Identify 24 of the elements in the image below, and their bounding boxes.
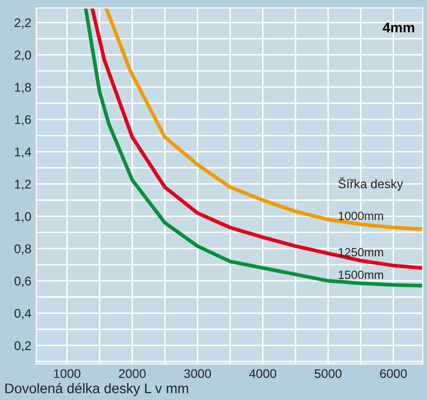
x-tick-label: 4000: [249, 369, 276, 378]
y-tick-label: 0,6: [14, 276, 31, 287]
x-tick-label: 5000: [314, 369, 342, 378]
y-tick-label: 1,0: [15, 212, 31, 222]
x-axis-title: Dovolená délka desky L v mm: [5, 382, 188, 396]
y-tick-label: 1,4: [15, 148, 32, 158]
y-tick-label: 2,0: [14, 50, 31, 61]
x-tick-label: 6000: [380, 369, 407, 378]
series-label: 1500mm: [338, 270, 384, 280]
series-label: 1000mm: [338, 212, 384, 220]
x-tick-label: 3000: [184, 369, 211, 378]
series-label: 1250mm: [338, 248, 384, 256]
legend-title: Šířka desky: [338, 177, 404, 191]
x-tick-label: 1000: [54, 369, 80, 378]
y-tick-label: 0,8: [14, 244, 31, 255]
y-tick-label: 1,2: [15, 180, 31, 190]
y-tick-label: 1,8: [15, 82, 31, 94]
y-tick-label: 0,2: [14, 341, 31, 352]
text: 4mm: [382, 22, 414, 32]
y-tick-label: 2,2: [14, 18, 31, 29]
x-tick-label: 2000: [118, 369, 146, 378]
y-tick-label: 1,6: [15, 115, 31, 126]
line-series: [104, 8, 423, 231]
y-tick-label: 0,4: [14, 308, 32, 320]
